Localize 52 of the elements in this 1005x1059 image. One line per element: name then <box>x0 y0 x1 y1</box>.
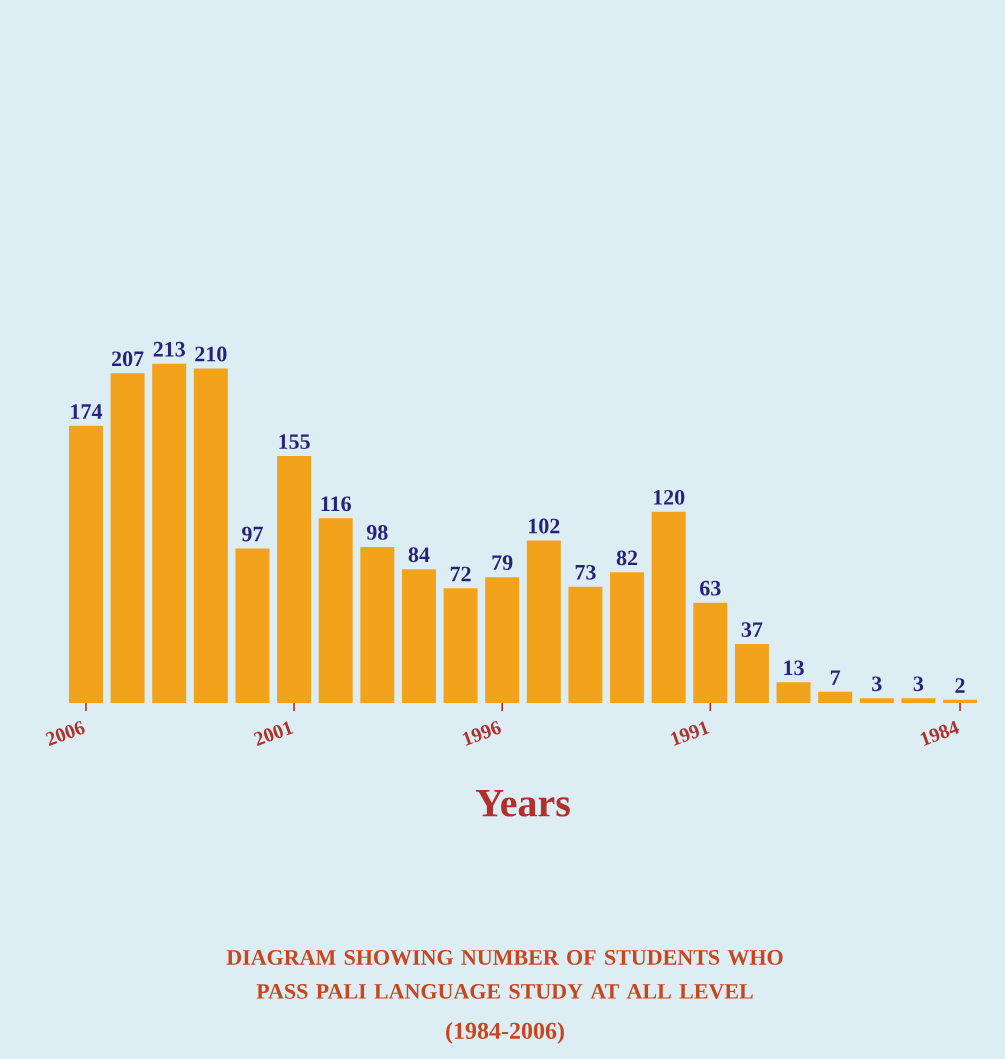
bar <box>943 699 978 703</box>
text: DIAGRAM SHOWING NUMBER OF STUDENTS WHO PASS PALI LANGUAGE STUDY AT ALL LEVEL <box>226 950 783 999</box>
bar <box>443 588 478 703</box>
bar <box>110 373 145 703</box>
bar <box>859 698 894 703</box>
data-label: 7 <box>830 670 841 685</box>
bar <box>693 602 728 703</box>
bar <box>401 569 436 703</box>
data-label: 120 <box>653 489 685 505</box>
bar <box>568 586 603 703</box>
data-label: 79 <box>492 555 513 571</box>
data-label: 63 <box>700 580 721 596</box>
data-label: 174 <box>71 404 103 419</box>
data-label: 3 <box>913 676 924 692</box>
bar <box>318 518 353 703</box>
x-tick-label: 1996 <box>462 720 501 746</box>
bar <box>277 456 312 703</box>
data-label: 207 <box>112 351 144 367</box>
data-label: 97 <box>242 526 263 542</box>
x-tick-label: 1984 <box>920 720 960 746</box>
bar <box>193 368 228 703</box>
bar <box>485 577 520 703</box>
bar <box>818 691 853 703</box>
data-label: 155 <box>279 434 310 450</box>
text: (1984-2006) <box>446 1022 564 1044</box>
bar <box>651 511 686 703</box>
bar <box>68 425 103 703</box>
x-tick-label: 2006 <box>45 720 85 746</box>
data-label: 210 <box>195 346 227 362</box>
bar <box>235 548 270 703</box>
x-tick-label: 2001 <box>253 721 294 746</box>
data-label: 37 <box>741 622 763 637</box>
data-label: 98 <box>366 524 388 540</box>
data-label: 82 <box>616 550 638 566</box>
data-label: 213 <box>153 341 185 357</box>
bar <box>526 540 561 703</box>
x-axis-title: Years <box>475 790 570 817</box>
bar <box>776 682 811 703</box>
bar <box>360 546 395 703</box>
data-label: 116 <box>321 496 351 512</box>
bar <box>901 698 936 703</box>
x-tick-label: 1991 <box>670 721 710 746</box>
data-label: 2 <box>955 678 965 693</box>
data-label: 84 <box>408 547 430 563</box>
data-label: 73 <box>575 564 596 580</box>
data-label: 3 <box>872 676 882 692</box>
data-label: 13 <box>784 660 804 676</box>
data-label: 102 <box>529 518 560 534</box>
bar <box>610 572 645 703</box>
bar <box>152 363 187 703</box>
bar <box>734 644 769 703</box>
data-label: 72 <box>450 566 471 582</box>
